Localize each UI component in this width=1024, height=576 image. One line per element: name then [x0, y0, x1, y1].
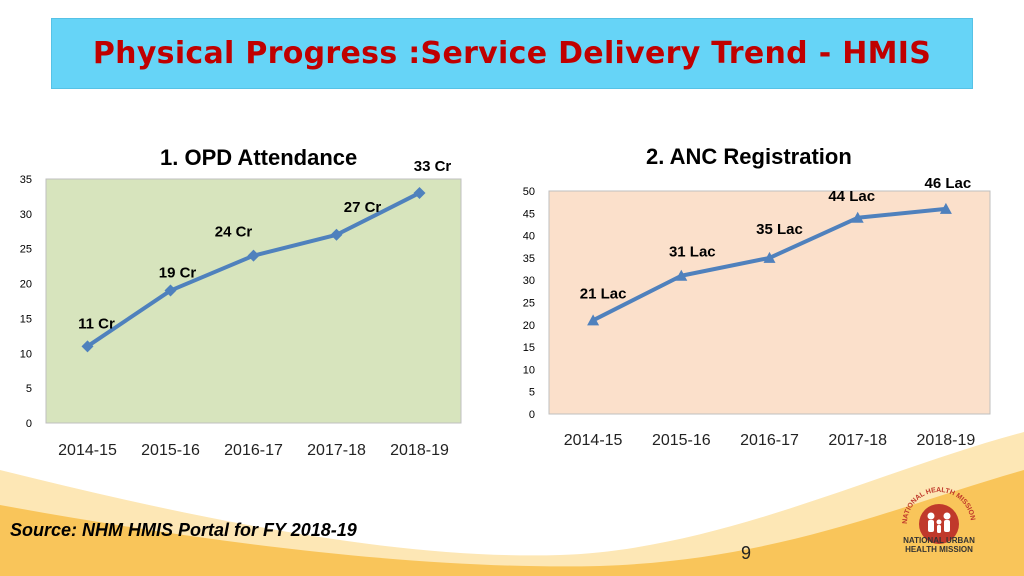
anc-x-tick-1: 2015-16	[652, 432, 711, 449]
wave-back	[0, 432, 1024, 576]
anc-point-3	[851, 211, 864, 223]
opd-y-tick-2: 10	[20, 348, 32, 360]
opd-y-tick-0: 0	[26, 418, 32, 430]
opd-point-4	[413, 186, 426, 199]
anc-x-tick-2: 2016-17	[740, 432, 799, 449]
opd-data-label-0: 11 Cr	[78, 315, 115, 332]
anc-plot-area	[548, 190, 991, 415]
opd-point-1	[164, 284, 177, 297]
opd-y-tick-5: 25	[20, 244, 32, 256]
opd-plot-area	[45, 178, 462, 424]
wave-front	[0, 470, 1024, 576]
page-number: 9	[741, 543, 752, 563]
opd-x-tick-1: 2015-16	[141, 442, 200, 459]
logo-caption-line2: HEALTH MISSION	[905, 545, 973, 554]
anc-y-tick-2: 10	[523, 364, 535, 376]
anc-point-2	[763, 251, 776, 263]
opd-point-3	[330, 228, 343, 241]
anc-data-label-2: 35 Lac	[756, 221, 803, 238]
anc-y-tick-10: 50	[523, 186, 535, 198]
anc-chart-title: 2. ANC Registration	[646, 144, 852, 169]
logo-caption: NATIONAL URBAN HEALTH MISSION	[893, 536, 985, 554]
title-banner: Physical Progress :Service Delivery Tren…	[51, 18, 973, 89]
nhm-logo: NATIONAL HEALTH MISSION	[902, 487, 976, 544]
anc-point-0	[587, 314, 600, 326]
anc-y-tick-6: 30	[523, 275, 535, 287]
opd-chart-title: 1. OPD Attendance	[160, 145, 358, 170]
anc-x-tick-3: 2017-18	[828, 432, 887, 449]
anc-y-tick-9: 45	[523, 208, 535, 220]
opd-data-label-2: 24 Cr	[215, 224, 253, 241]
anc-data-label-3: 44 Lac	[828, 188, 875, 205]
anc-data-label-1: 31 Lac	[669, 244, 716, 261]
anc-y-tick-1: 5	[529, 387, 535, 399]
opd-y-tick-7: 35	[20, 174, 32, 186]
source-note: Source: NHM HMIS Portal for FY 2018-19	[10, 520, 357, 540]
opd-y-tick-4: 20	[20, 279, 32, 291]
anc-y-tick-0: 0	[529, 409, 535, 421]
slide-title: Physical Progress :Service Delivery Tren…	[92, 36, 932, 71]
opd-data-label-1: 19 Cr	[159, 265, 197, 282]
anc-y-tick-4: 20	[523, 320, 535, 332]
anc-x-tick-0: 2014-15	[564, 432, 623, 449]
opd-y-tick-1: 5	[26, 383, 32, 395]
anc-y-tick-7: 35	[523, 253, 535, 265]
logo-caption-line1: NATIONAL URBAN	[903, 536, 975, 545]
anc-x-tick-4: 2018-19	[917, 432, 976, 449]
opd-point-2	[247, 249, 260, 262]
anc-y-tick-8: 40	[523, 231, 535, 243]
anc-y-tick-5: 25	[523, 298, 535, 310]
anc-point-4	[939, 202, 952, 214]
opd-data-label-3: 27 Cr	[344, 199, 382, 216]
opd-x-tick-2: 2016-17	[224, 442, 283, 459]
opd-y-tick-6: 30	[20, 209, 32, 221]
anc-data-label-0: 21 Lac	[580, 285, 627, 302]
opd-point-0	[81, 340, 94, 353]
opd-x-tick-0: 2014-15	[58, 442, 117, 459]
opd-x-tick-4: 2018-19	[390, 442, 449, 459]
anc-data-label-4: 46 Lac	[925, 175, 972, 192]
opd-data-label-4: 33 Cr	[414, 158, 452, 175]
opd-y-tick-3: 15	[20, 313, 32, 325]
anc-y-tick-3: 15	[523, 342, 535, 354]
opd-x-tick-3: 2017-18	[307, 442, 366, 459]
anc-point-1	[675, 269, 688, 281]
